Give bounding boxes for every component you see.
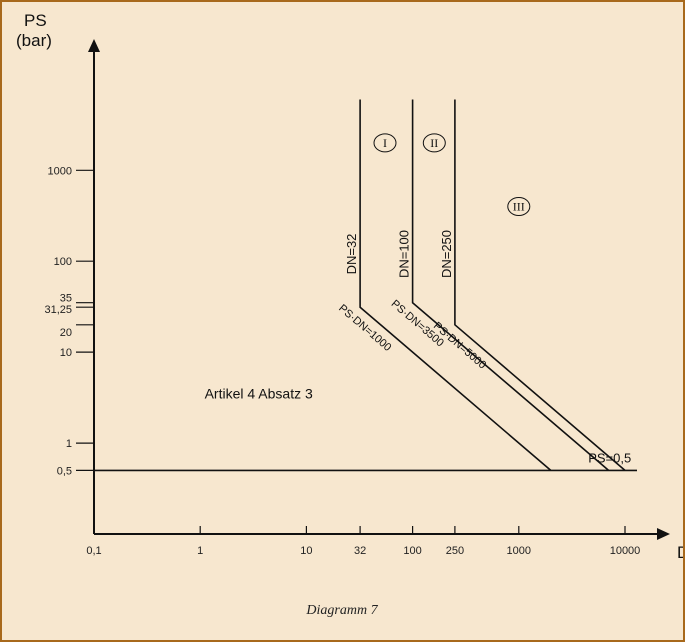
x-tick-label: 10000 — [610, 545, 641, 557]
ps-0-5-label: PS=0,5 — [588, 450, 631, 465]
x-axis-label: DN — [677, 543, 683, 562]
boundary-line-1 — [359, 99, 552, 472]
y-tick-label: 100 — [54, 256, 72, 268]
annotation-text: Artikel 4 Absatz 3 — [205, 385, 313, 401]
y-tick-label: 0,5 — [57, 465, 72, 477]
x-tick-label: 10 — [300, 545, 312, 557]
y-tick-label: 1000 — [48, 165, 72, 177]
region-label: II — [430, 136, 438, 150]
x-tick-label: 100 — [403, 545, 421, 557]
vertical-line-label: DN=100 — [397, 230, 412, 278]
x-axis-arrowhead — [657, 528, 670, 540]
x-tick-label: 1 — [197, 545, 203, 557]
boundary-lines — [94, 99, 637, 472]
y-axis-label-unit: (bar) — [16, 31, 52, 50]
y-tick-label: 10 — [60, 347, 72, 359]
x-ticks: 0,1 1 10 32 100 250 1000 10000 — [86, 526, 640, 557]
chart-labels: DNPS(bar)PS=0,5DN=32PS·DN=1000DN=100PS·D… — [16, 11, 683, 618]
region-label: III — [513, 200, 525, 214]
region-circle — [373, 133, 397, 153]
x-tick-label: 0,1 — [86, 545, 101, 557]
y-tick-label: 31,25 — [44, 304, 72, 316]
vertical-line-label: DN=32 — [344, 234, 359, 275]
chart-caption: Diagramm 7 — [305, 603, 378, 618]
boundary-line-2 — [411, 99, 610, 472]
y-tick-label: 20 — [60, 327, 72, 339]
region-label: I — [383, 136, 387, 150]
boundary-line-3 — [454, 99, 626, 472]
y-tick-label: 1 — [66, 438, 72, 450]
y-tick-label: 35 — [60, 293, 72, 305]
x-tick-label: 1000 — [507, 545, 531, 557]
region-circle — [422, 133, 446, 153]
axes — [88, 39, 670, 540]
y-axis-arrowhead — [88, 39, 100, 52]
x-tick-label: 250 — [446, 545, 464, 557]
region-circle — [507, 197, 531, 216]
y-axis-label-ps: PS — [24, 11, 47, 30]
vertical-line-label: DN=250 — [439, 230, 454, 278]
x-tick-label: 32 — [354, 545, 366, 557]
